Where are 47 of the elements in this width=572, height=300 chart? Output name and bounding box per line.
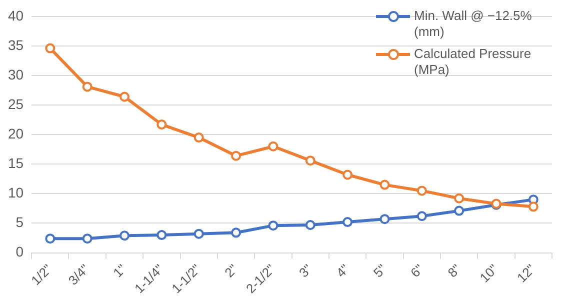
point xyxy=(231,150,242,161)
point xyxy=(454,193,464,204)
point xyxy=(156,120,167,130)
point xyxy=(380,180,390,190)
point xyxy=(528,202,538,212)
point xyxy=(120,92,130,102)
point xyxy=(342,217,353,228)
point xyxy=(194,228,204,239)
x-tick-label: 4" xyxy=(333,261,352,280)
x-tick-label: 12" xyxy=(514,261,538,286)
y-tick-label: 15 xyxy=(8,154,24,171)
point xyxy=(454,206,464,216)
y-tick-label: 40 xyxy=(8,7,24,24)
point xyxy=(416,186,427,196)
x-tick-label: 1/2" xyxy=(28,261,56,288)
x-tick-label: 3" xyxy=(296,261,316,280)
point xyxy=(305,156,316,166)
x-tick-label: 1" xyxy=(110,261,130,280)
x-tick-label: 3/4" xyxy=(65,261,92,288)
y-tick-label: 5 xyxy=(16,214,24,230)
legend-label: Min. Wall @ −12.5% (mm) xyxy=(414,8,533,40)
point xyxy=(194,132,204,143)
point xyxy=(268,220,278,231)
x-tick-label: 2" xyxy=(222,261,241,280)
point xyxy=(342,170,353,180)
x-tick-label: 10" xyxy=(476,261,502,286)
point xyxy=(380,214,390,224)
y-tick-label: 10 xyxy=(8,184,24,201)
y-tick-label: 35 xyxy=(8,36,24,53)
point xyxy=(82,234,92,244)
point xyxy=(305,220,316,230)
point xyxy=(120,230,130,241)
point xyxy=(45,234,56,244)
point xyxy=(231,228,242,238)
point xyxy=(268,141,278,152)
x-tick-label: 8" xyxy=(444,261,464,280)
legend-label: Calculated Pressure (MPa) xyxy=(414,46,532,78)
point xyxy=(45,43,56,54)
point xyxy=(82,82,92,92)
x-tick-label: 5" xyxy=(370,261,390,280)
y-tick-label: 30 xyxy=(8,66,24,82)
y-tick-label: 20 xyxy=(8,125,24,142)
x-tick-label: 6" xyxy=(408,261,427,280)
y-tick-label: 25 xyxy=(8,96,24,112)
y-tick-label: 0 xyxy=(16,244,24,260)
point xyxy=(416,211,427,222)
point xyxy=(156,230,167,240)
